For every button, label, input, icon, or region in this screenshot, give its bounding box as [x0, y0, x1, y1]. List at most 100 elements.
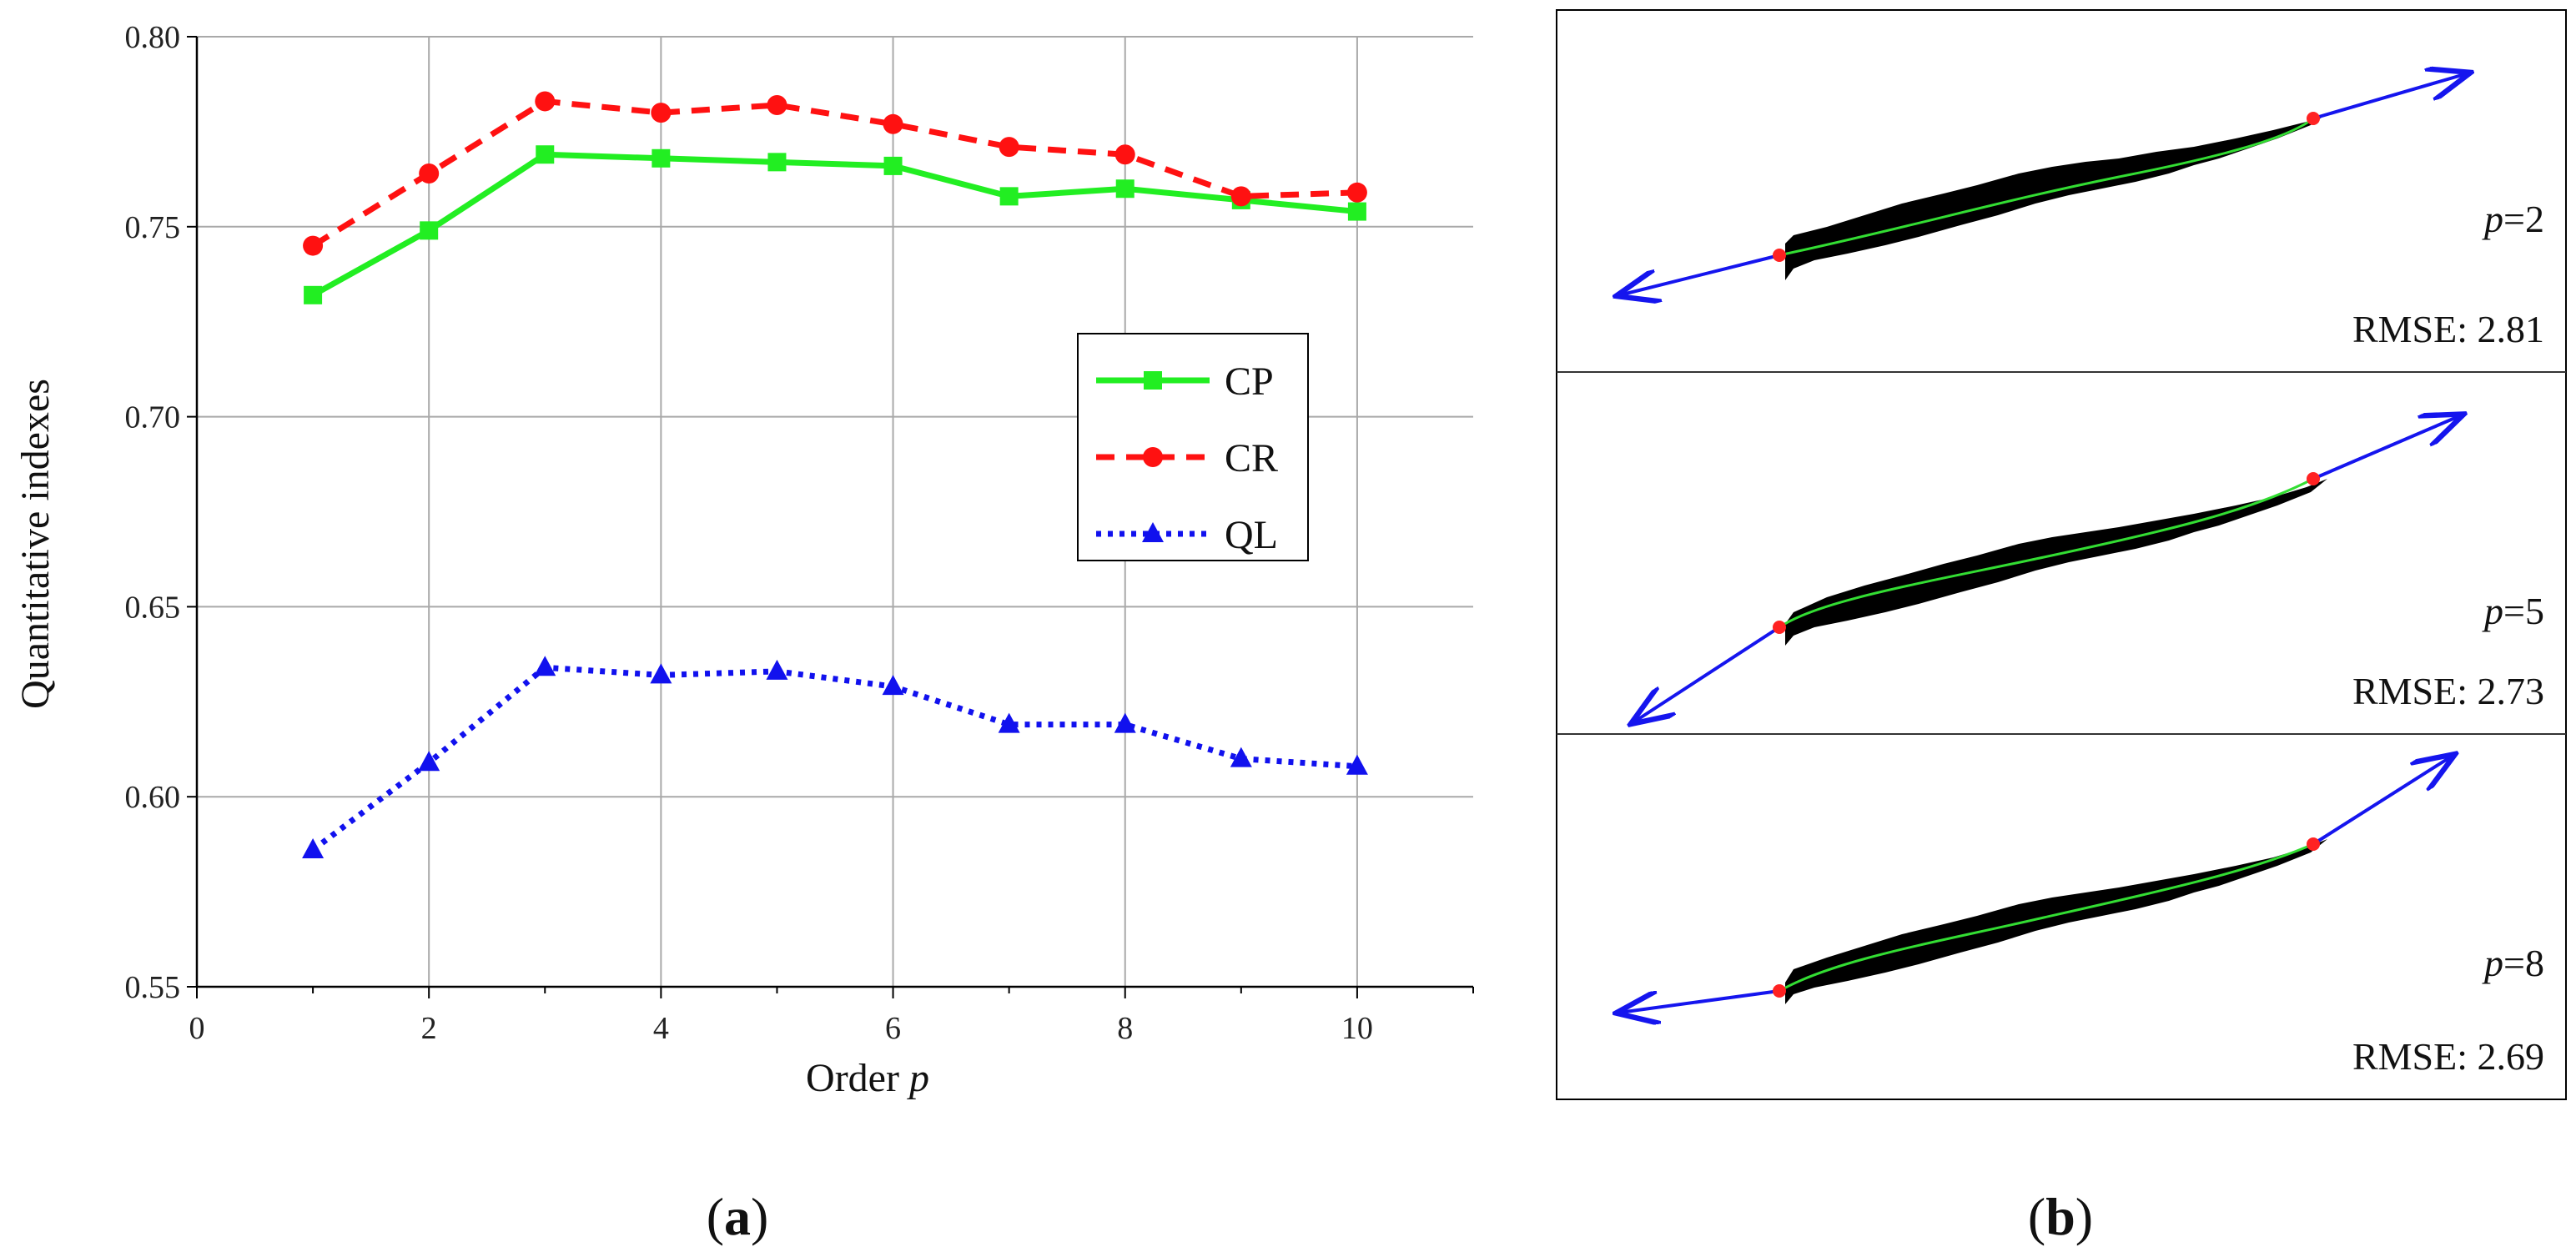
- endpoint-marker: [2307, 472, 2320, 485]
- series-line-ql: [310, 664, 1358, 852]
- series-cp: [304, 145, 1366, 304]
- fitted-curve: [1779, 842, 2314, 993]
- order-value: =8: [2503, 942, 2544, 984]
- y-tick-label: 0.60: [125, 780, 181, 815]
- series-cr: [303, 91, 1367, 256]
- caption-a-close: ): [751, 1187, 768, 1246]
- x-axis-title-text: Order: [806, 1056, 899, 1100]
- caption-b-open: (: [2028, 1187, 2045, 1246]
- direction-arrow-left: [1619, 989, 1780, 1013]
- crack-shape: [1785, 479, 2327, 646]
- x-axis-title: Order p: [806, 1056, 929, 1100]
- order-variable: p: [2482, 590, 2503, 632]
- data-point-ql: [1346, 754, 1368, 775]
- data-point-ql: [534, 656, 556, 676]
- x-axis-title-variable: p: [907, 1056, 929, 1100]
- data-point-ql: [650, 663, 672, 684]
- x-tick-label: 8: [1117, 1011, 1133, 1046]
- data-point-cp: [652, 148, 671, 168]
- y-tick-label: 0.80: [125, 20, 181, 55]
- y-tick-label: 0.55: [125, 970, 181, 1005]
- data-point-cp: [1115, 179, 1135, 199]
- y-tick-label: 0.70: [125, 400, 181, 435]
- y-tick-label: 0.75: [125, 210, 181, 245]
- direction-arrow-right: [2312, 73, 2468, 120]
- data-point-ql: [766, 659, 788, 680]
- data-point-cr: [651, 103, 672, 123]
- direction-arrow-left: [1633, 626, 1781, 722]
- fit-panels: p=2 RMSE: 2.81 p=5 RMSE: 2.73 p=8 RMSE: …: [1556, 9, 2567, 1246]
- data-point-ql: [302, 837, 325, 858]
- rmse-label: RMSE: 2.73: [2352, 670, 2544, 712]
- data-point-cp: [304, 285, 323, 304]
- data-point-cr: [535, 91, 556, 112]
- data-point-cr: [1346, 182, 1367, 203]
- legend-box: [1077, 333, 1309, 561]
- data-point-cp: [999, 187, 1019, 206]
- data-point-cp: [420, 221, 439, 240]
- endpoint-marker: [2307, 112, 2320, 125]
- x-tick-label: 2: [421, 1011, 437, 1046]
- fit-panel-2: p=5 RMSE: 2.73: [1633, 415, 2544, 722]
- caption-b-letter: b: [2045, 1187, 2075, 1246]
- direction-arrow-right: [2312, 415, 2461, 480]
- data-point-cr: [1114, 144, 1135, 165]
- fit-panel-1: p=2 RMSE: 2.81: [1619, 73, 2544, 350]
- rmse-label: RMSE: 2.69: [2352, 1035, 2544, 1078]
- data-point-cr: [419, 163, 440, 184]
- axes: [195, 37, 1473, 988]
- legend-label-ql: QL: [1225, 513, 1278, 557]
- data-point-ql: [1114, 712, 1136, 733]
- fitted-curve: [1779, 477, 2314, 629]
- crack-shape: [1785, 839, 2327, 1004]
- data-point-cr: [1230, 186, 1251, 207]
- endpoint-marker: [1773, 621, 1786, 634]
- y-tick-label: 0.65: [125, 590, 181, 625]
- caption-a: (a): [707, 1187, 769, 1246]
- data-point-ql: [1230, 747, 1252, 767]
- data-point-ql: [882, 675, 904, 696]
- endpoint-marker: [1773, 984, 1786, 998]
- direction-arrow-left: [1619, 254, 1780, 295]
- data-point-cp: [536, 145, 555, 164]
- y-axis-title: Quantitative indexes: [13, 379, 58, 709]
- legend-marker-cr: [1143, 447, 1163, 467]
- rmse-label: RMSE: 2.81: [2352, 308, 2544, 350]
- x-tick-label: 10: [1341, 1011, 1373, 1046]
- x-tick-label: 0: [189, 1011, 205, 1046]
- data-point-cp: [1347, 202, 1366, 221]
- order-value: =5: [2503, 590, 2544, 632]
- legend-marker-ql: [1142, 522, 1164, 542]
- data-point-cp: [767, 153, 787, 172]
- legend-label-cp: CP: [1225, 360, 1274, 404]
- data-point-cr: [883, 113, 903, 134]
- order-variable: p: [2482, 942, 2503, 984]
- data-point-cp: [883, 156, 903, 175]
- legend-marker-cp: [1144, 371, 1162, 390]
- fit-panel-3: p=8 RMSE: 2.69: [1619, 756, 2544, 1078]
- caption-b-close: ): [2075, 1187, 2093, 1246]
- endpoint-marker: [2307, 837, 2320, 851]
- data-point-ql: [998, 712, 1020, 733]
- x-tick-label: 4: [653, 1011, 669, 1046]
- data-point-cr: [999, 137, 1019, 158]
- data-point-cr: [303, 235, 324, 256]
- legend-label-cr: CR: [1225, 436, 1278, 480]
- series: [302, 91, 1368, 858]
- series-line-cp: [311, 151, 1358, 298]
- x-ticks: 0 2 4 6 8 10: [189, 987, 1474, 1046]
- order-value: =2: [2503, 198, 2544, 240]
- data-point-ql: [418, 751, 440, 772]
- direction-arrow-right: [2312, 756, 2453, 846]
- caption-a-open: (: [707, 1187, 724, 1246]
- series-line-cr: [311, 98, 1358, 249]
- series-ql: [302, 656, 1368, 858]
- legend: CP CR QL: [1077, 333, 1309, 561]
- line-chart: 0 2 4 6 8 10 0.55 0.60 0.65 0.70 0.75 0.80 Quantit…: [13, 20, 1474, 1246]
- y-ticks: 0.55 0.60 0.65 0.70 0.75 0.80: [125, 20, 197, 1005]
- endpoint-marker: [1773, 249, 1786, 262]
- fitted-curve: [1779, 117, 2314, 257]
- order-label: p=8: [2482, 942, 2544, 984]
- data-point-cr: [767, 95, 787, 116]
